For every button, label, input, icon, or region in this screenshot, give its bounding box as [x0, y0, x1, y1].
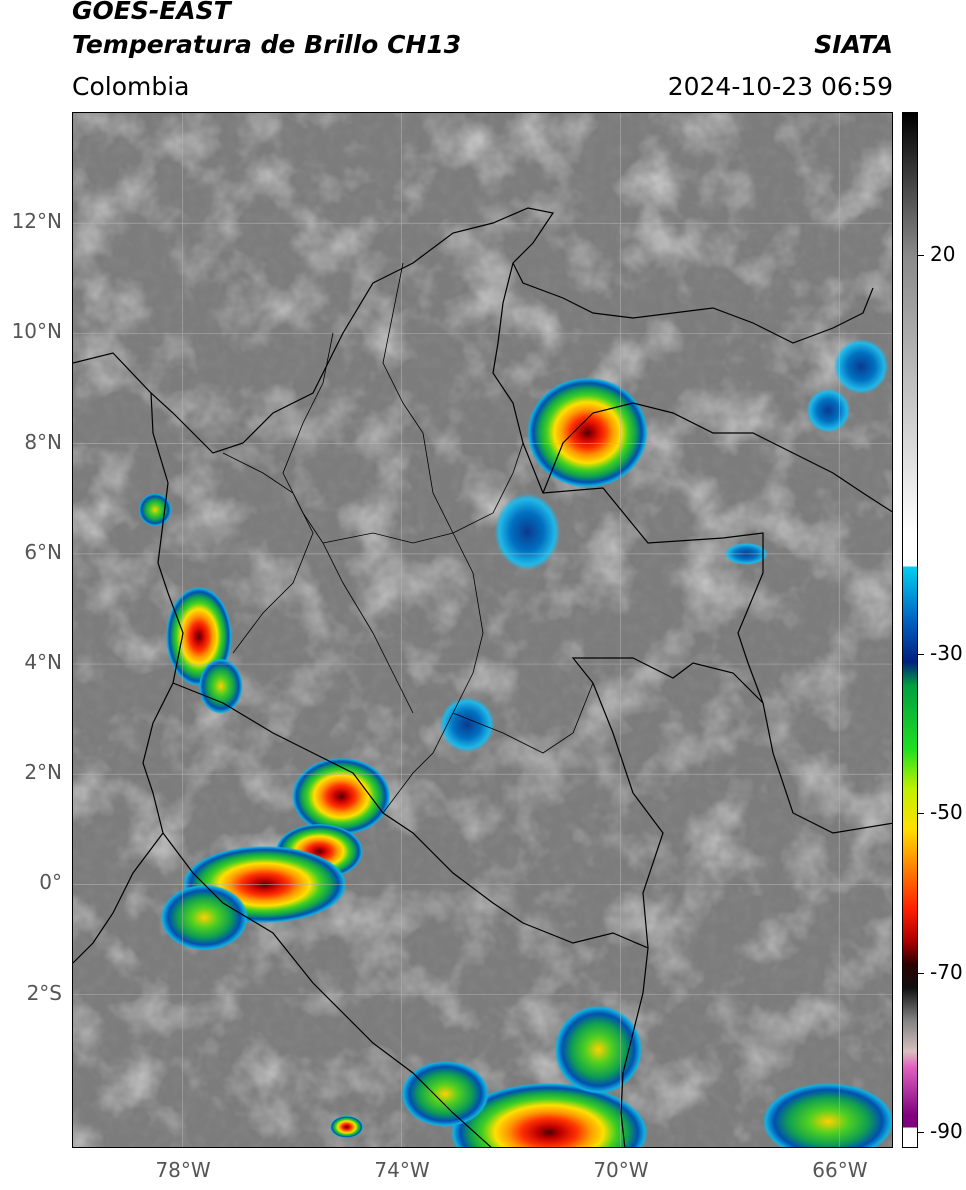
storm-cell [401, 1060, 489, 1127]
dept-lines-6 [382, 712, 454, 814]
colorbar-tick [918, 653, 924, 655]
colombia-peru-brazil-border [522, 922, 649, 1147]
country-borders [73, 207, 892, 1147]
colorbar-tick [918, 1132, 924, 1134]
colorbar-tick-label: 20 [930, 242, 956, 267]
lat-tick-label: 0° [39, 870, 62, 895]
lat-tick-label: 10°N [11, 319, 62, 344]
colorbar-tick [918, 813, 924, 815]
storm-cell [806, 388, 851, 433]
lon-tick-label: 66°W [812, 1158, 868, 1182]
satellite-title: GOES-EAST [72, 0, 231, 25]
colorbar-tick-label: -70 [930, 959, 963, 984]
storm-cell [527, 377, 648, 488]
colorbar-tick [918, 972, 924, 974]
lat-tick-label: 8°N [24, 429, 62, 454]
storm-cell [833, 338, 889, 395]
lat-tick-label: 2°S [26, 980, 62, 1005]
ecuador-peru-border [162, 832, 492, 1147]
convective-storms [138, 338, 892, 1147]
venezuela-internal [542, 402, 892, 513]
storm-cell [330, 1115, 364, 1138]
storm-cell [450, 1082, 648, 1147]
storm-cell [291, 757, 391, 835]
colombia-ecuador-border [172, 682, 524, 924]
dept-lines-3 [222, 452, 314, 654]
lat-tick-label: 12°N [11, 209, 62, 234]
lon-tick-label: 70°W [593, 1158, 649, 1182]
dept-lines-4 [322, 442, 524, 544]
colombia-brazil-border [571, 657, 764, 949]
source-label: SIATA [814, 30, 893, 59]
colorbar-tick-label: -50 [930, 800, 963, 825]
datetime-label: 2024-10-23 06:59 [667, 72, 893, 101]
storm-cell [198, 658, 243, 714]
dept-lines-2 [382, 262, 484, 714]
colorbar-tick-label: -90 [930, 1119, 963, 1144]
product-title: Temperatura de Brillo CH13 [72, 30, 462, 59]
pacific-coast [73, 392, 184, 964]
lat-tick-label: 6°N [24, 539, 62, 564]
colorbar-tick-label: -30 [930, 640, 963, 665]
lon-tick-label: 74°W [374, 1158, 430, 1182]
colombia-venezuela-border [492, 262, 892, 834]
lat-tick-label: 4°N [24, 650, 62, 675]
dept-lines-5 [452, 682, 594, 754]
storm-cell [762, 1082, 892, 1147]
storm-cell [439, 697, 495, 753]
colorbar-tick [918, 255, 924, 257]
temperature-colorbar [902, 112, 918, 1148]
map-canvas [73, 113, 892, 1147]
lon-tick-label: 78°W [155, 1158, 211, 1182]
storm-cell [494, 493, 561, 571]
storm-cell [160, 884, 249, 951]
satellite-map [72, 112, 893, 1148]
lat-tick-label: 2°N [24, 760, 62, 785]
dept-lines-1 [282, 332, 414, 714]
region-label: Colombia [72, 72, 190, 101]
caribbean-coast [73, 207, 874, 454]
